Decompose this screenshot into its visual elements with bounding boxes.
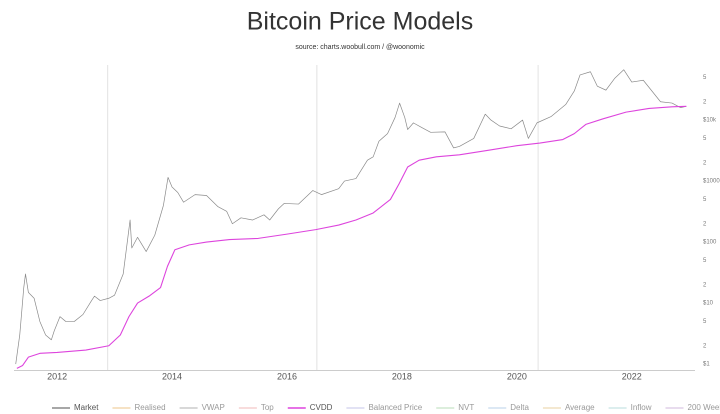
y-tick-label: 5 xyxy=(703,319,707,325)
x-tick-label: 2022 xyxy=(622,371,642,381)
chart-title: Bitcoin Price Models xyxy=(247,8,473,36)
x-tick-label: 2020 xyxy=(507,371,527,381)
x-tick-label: 2012 xyxy=(47,371,67,381)
x-tick-label: 2014 xyxy=(162,371,182,381)
y-tick-label: 2 xyxy=(703,282,707,288)
x-tick-label: 2016 xyxy=(277,371,297,381)
y-tick-label: $1000 xyxy=(703,179,720,185)
legend-label: Inflow xyxy=(631,403,652,412)
y-tick-label: 2 xyxy=(703,160,707,166)
legend-label: 200 Week MA xyxy=(688,403,720,412)
series-line xyxy=(16,105,687,369)
y-tick-label: $100 xyxy=(703,240,717,246)
y-tick-label: 5 xyxy=(703,75,707,81)
y-tick-label: 2 xyxy=(703,99,707,105)
y-tick-label: $1 xyxy=(703,362,710,368)
legend-label: Delta xyxy=(510,403,529,412)
y-tick-label: 5 xyxy=(703,197,707,203)
legend-label: VWAP xyxy=(202,403,225,412)
x-tick-label: 2018 xyxy=(392,371,412,381)
series-line xyxy=(15,69,687,365)
legend-label: NVT xyxy=(458,403,474,412)
y-tick-label: $10 xyxy=(703,301,714,307)
legend-label: Average xyxy=(565,403,595,412)
y-tick-label: $10k xyxy=(703,118,717,124)
legend-label: CVDD xyxy=(310,403,333,412)
legend-label: Realised xyxy=(134,403,165,412)
chart-subtitle: source: charts.woobull.com / @woonomic xyxy=(295,44,425,51)
y-tick-label: 5 xyxy=(703,258,707,264)
legend-label: Market xyxy=(74,403,99,412)
legend-label: Top xyxy=(261,403,274,412)
y-tick-label: 2 xyxy=(703,343,707,349)
y-tick-label: 2 xyxy=(703,221,707,227)
legend-label: Balanced Price xyxy=(368,403,422,412)
y-tick-label: 5 xyxy=(703,136,707,142)
